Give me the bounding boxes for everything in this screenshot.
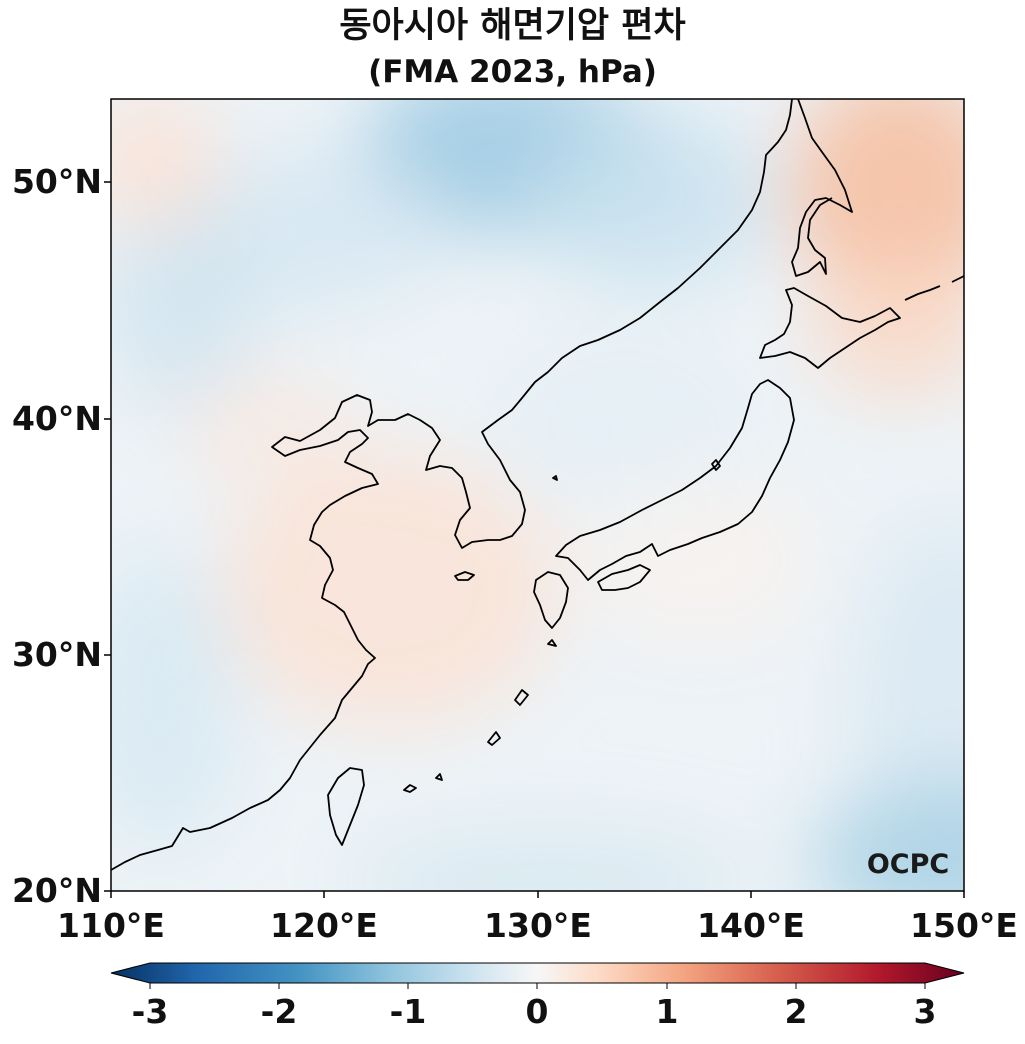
lon-label-150: 150°E <box>910 906 1018 945</box>
colorbar-label-2: 2 <box>784 992 808 1031</box>
axis-ticks <box>104 181 965 898</box>
lon-label-120: 120°E <box>270 906 378 945</box>
lat-label-30: 30°N <box>11 635 102 674</box>
coastline-hokkaido <box>759 287 901 369</box>
colorbar-label-0: 0 <box>525 992 549 1031</box>
colorbar <box>110 962 965 989</box>
coastlines <box>111 99 964 871</box>
coastline-shikoku <box>597 564 651 591</box>
lon-label-130: 130°E <box>484 906 592 945</box>
colorbar-label-3: 3 <box>913 992 937 1031</box>
coastline-sado <box>711 459 721 471</box>
colorbar-label-neg3: -3 <box>131 992 169 1031</box>
pressure-anomaly-field <box>111 99 964 891</box>
coastline-kyushu <box>533 571 569 629</box>
coastline-sakhalin <box>791 99 853 277</box>
coastline-kuril <box>904 275 964 301</box>
coastline-ryukyu <box>403 639 557 793</box>
coastline-honshu <box>555 379 795 581</box>
colorbar-label-1: 1 <box>655 992 679 1031</box>
lat-label-20: 20°N <box>11 871 102 910</box>
lon-label-140: 140°E <box>697 906 805 945</box>
colorbar-label-neg1: -1 <box>389 992 427 1031</box>
map-title: 동아시아 해면기압 편차 <box>339 6 686 46</box>
coastline-taiwan <box>327 767 365 846</box>
map-subtitle: (FMA 2023, hPa) <box>368 54 657 90</box>
ocpc-logo: OCPC <box>867 849 949 880</box>
colorbar-label-neg2: -2 <box>260 992 298 1031</box>
coastline-jeju <box>454 571 475 581</box>
colorbar-gradient <box>110 962 965 984</box>
lon-label-110: 110°E <box>57 906 165 945</box>
lat-label-50: 50°N <box>11 162 102 201</box>
coastline-ulleung <box>552 475 558 481</box>
lat-label-40: 40°N <box>11 399 102 438</box>
coastline-continent <box>111 99 793 871</box>
